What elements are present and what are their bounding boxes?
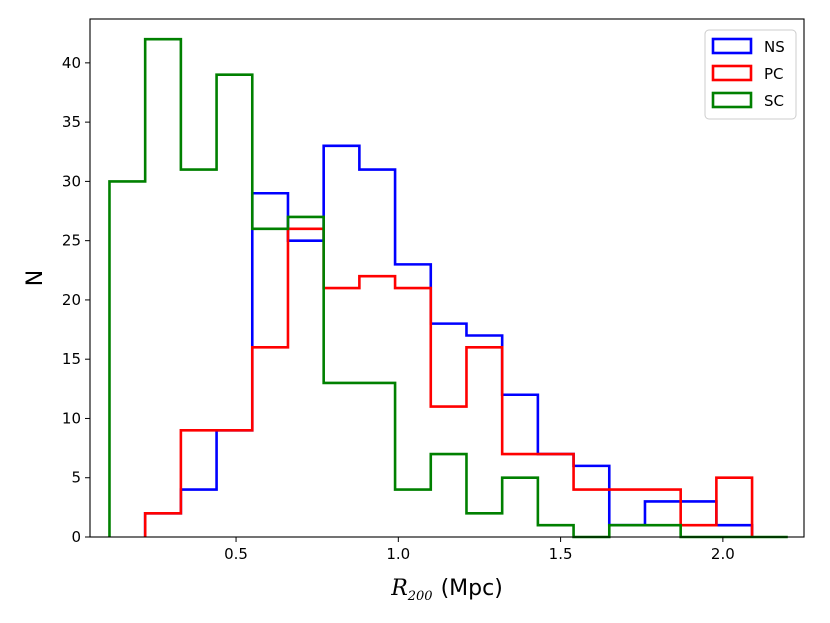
legend: NS PC SC bbox=[704, 29, 797, 120]
legend-entries: NS PC SC bbox=[711, 37, 785, 110]
y-tick-label: 40 bbox=[62, 54, 81, 72]
legend-label-ns: NS bbox=[764, 38, 785, 56]
x-tick-label: 2.0 bbox=[711, 545, 735, 563]
x-axis-label-symbol: R bbox=[390, 576, 408, 601]
x-axis-label-unit: (Mpc) bbox=[441, 576, 503, 601]
legend-label-pc: PC bbox=[764, 65, 784, 83]
x-axis-label: R200 (Mpc) bbox=[390, 576, 503, 604]
y-tick-label: 20 bbox=[62, 291, 81, 309]
legend-label-sc: SC bbox=[764, 92, 784, 110]
y-tick-label: 35 bbox=[62, 113, 81, 131]
series-sc-step bbox=[108, 37, 788, 539]
plot-frame bbox=[89, 18, 805, 538]
y-tick-label: 5 bbox=[71, 469, 81, 487]
x-axis-label-subscript: 200 bbox=[407, 589, 433, 604]
y-tick-label: 0 bbox=[71, 528, 81, 546]
legend-swatch-pc bbox=[711, 64, 753, 82]
legend-swatch-ns bbox=[711, 37, 753, 55]
series-ns-step bbox=[143, 144, 754, 537]
x-tick-label: 0.5 bbox=[224, 545, 248, 563]
y-tick-label: 15 bbox=[62, 350, 81, 368]
y-tick-label: 10 bbox=[62, 409, 81, 427]
x-axis: 0.5 1.0 1.5 2.0 bbox=[224, 537, 735, 563]
series-pc-step bbox=[143, 227, 754, 537]
x-tick-label: 1.5 bbox=[549, 545, 573, 563]
x-tick-label: 1.0 bbox=[386, 545, 410, 563]
y-axis: 0 5 10 15 20 25 30 35 40 bbox=[62, 54, 90, 546]
series-layer bbox=[108, 37, 788, 539]
legend-swatch-sc bbox=[711, 91, 753, 109]
y-tick-label: 30 bbox=[62, 172, 81, 190]
y-tick-label: 25 bbox=[62, 232, 81, 250]
y-axis-label: N bbox=[23, 270, 48, 286]
